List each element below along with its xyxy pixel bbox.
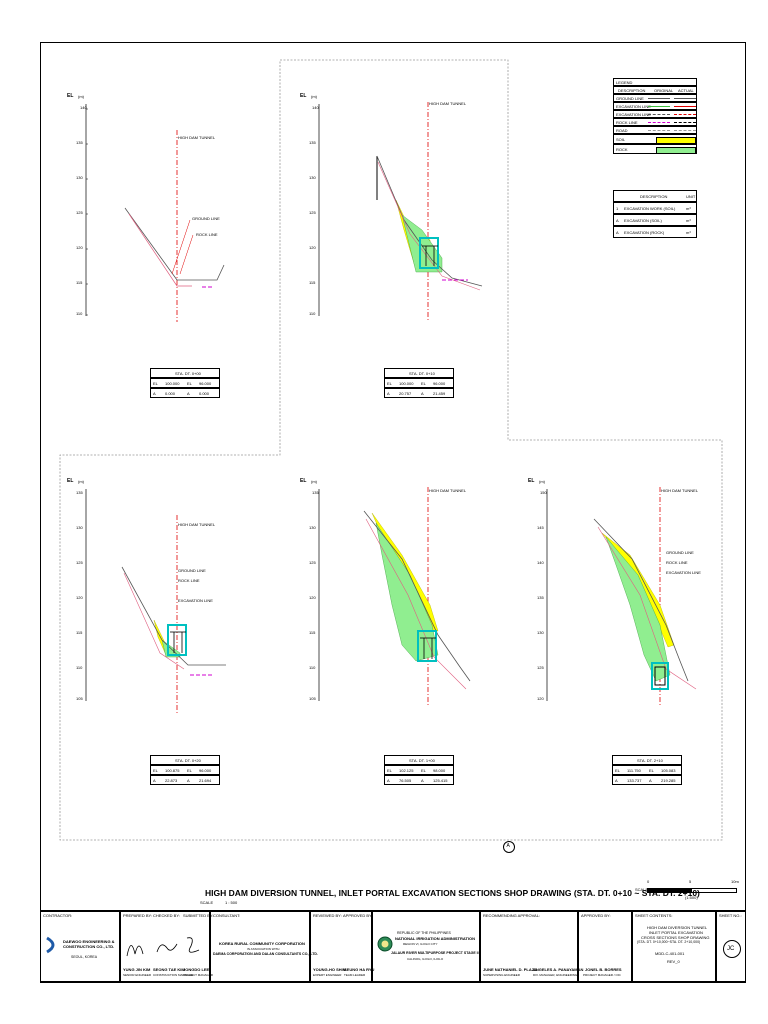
tick-label: 110 — [76, 665, 83, 670]
el-label: EL — [67, 93, 74, 99]
excavation-line-label: EXCAVATION LINE — [666, 570, 701, 575]
tick-label: 125 — [76, 210, 83, 215]
section-1: EL (m) 140 135 130 125 120 115 110 HIGH … — [62, 90, 262, 420]
station-table: STA. DT. 2+10 EL 111.750 EL 105.083 A 133.73… — [612, 755, 682, 785]
tick-label: 110 — [309, 665, 316, 670]
tick-label: 105 — [76, 696, 83, 701]
station-table: STA. DT. 1+00 EL 102.125 EL 98.000 A 76.505 A… — [384, 755, 454, 785]
centerline-label: HIGH DAM TUNNEL — [429, 488, 467, 493]
section-2: EL (m) 140 135 130 125 120 115 110 HIGH … — [292, 90, 502, 420]
quantities-table: DESCRIPTION UNIT 1 EXCAVATION WORK (SOIL) m… — [613, 190, 697, 240]
section-mark: A — [503, 841, 515, 853]
tick-label: 135 — [537, 595, 544, 600]
tick-label: 115 — [76, 630, 83, 635]
tick-label: 130 — [76, 175, 83, 180]
tick-label: 140 — [80, 105, 87, 110]
el-label: EL — [300, 93, 307, 99]
station-table: STA. DT. 0+20 EL 100.875 EL 96.000 A 22.873 A… — [150, 755, 220, 785]
tick-label: 120 — [76, 245, 83, 250]
tick-label: 135 — [309, 140, 316, 145]
tick-label: 115 — [309, 630, 316, 635]
rock-line-label: ROCK LINE — [666, 560, 688, 565]
rock-line-label: ROCK LINE — [178, 578, 200, 583]
section-4: EL (m) 135 130 125 120 115 110 105 HIGH … — [292, 475, 502, 805]
tick-label: 120 — [76, 595, 83, 600]
el-label: EL — [528, 478, 535, 484]
signatures — [126, 937, 200, 957]
tick-label: 105 — [309, 696, 316, 701]
section-1-plot — [85, 104, 225, 322]
scale-bar: SCALE 0 5 10m (1:500) — [635, 879, 739, 900]
centerline-label: HIGH DAM TUNNEL — [178, 135, 216, 140]
section-3-plot — [85, 489, 226, 713]
tick-label: 140 — [537, 560, 544, 565]
scale-label: SCALE — [200, 900, 214, 905]
tick-label: 135 — [76, 490, 83, 495]
el-unit: (m) — [78, 94, 84, 99]
tick-label: 140 — [312, 105, 319, 110]
ground-line-label: GROUND LINE — [192, 216, 220, 221]
station-table: STA. DT. 0+00 EL 100.000 EL 96.000 A 0.000 A 0… — [150, 368, 220, 398]
tick-label: 130 — [76, 525, 83, 530]
section-5: EL (m) 150 145 140 135 130 125 120 HIGH … — [520, 475, 720, 805]
tick-label: 115 — [76, 280, 83, 285]
tick-label: 150 — [540, 490, 547, 495]
daewoo-logo — [46, 936, 55, 954]
tick-label: 135 — [312, 490, 319, 495]
section-5-plot — [546, 487, 697, 707]
tick-label: 130 — [309, 175, 316, 180]
tick-label: 145 — [537, 525, 544, 530]
tick-label: 120 — [537, 696, 544, 701]
centerline-label: HIGH DAM TUNNEL — [429, 101, 467, 106]
tick-label: 125 — [309, 210, 316, 215]
el-label: EL — [300, 478, 307, 484]
scale-value: 1 : 500 — [225, 900, 238, 905]
legend: LEGEND DESCRIPTION ORIGINAL ACTUAL GROUN… — [613, 78, 697, 180]
tick-label: 135 — [76, 140, 83, 145]
tick-label: 125 — [537, 665, 544, 670]
el-unit: (m) — [311, 479, 317, 484]
tick-label: 130 — [537, 630, 544, 635]
section-3: EL (m) 135 130 125 120 115 110 105 HIGH … — [62, 475, 262, 805]
tick-label: 120 — [309, 595, 316, 600]
tick-label: 110 — [76, 311, 83, 316]
el-unit: (m) — [78, 479, 84, 484]
centerline-label: HIGH DAM TUNNEL — [178, 522, 216, 527]
drawing-title: HIGH DAM DIVERSION TUNNEL, INLET PORTAL … — [205, 888, 700, 898]
ground-line-label: GROUND LINE — [178, 568, 206, 573]
tick-label: 125 — [76, 560, 83, 565]
section-2-plot — [318, 102, 483, 322]
ground-line-label: GROUND LINE — [666, 550, 694, 555]
rock-line-label: ROCK LINE — [196, 232, 218, 237]
tick-label: 110 — [309, 311, 316, 316]
section-4-plot — [318, 487, 471, 707]
title-block: CONTRACTOR: DAEWOO ENGINEERING & CONSTRU… — [40, 910, 746, 983]
el-unit: (m) — [311, 94, 317, 99]
centerline-label: HIGH DAM TUNNEL — [661, 488, 699, 493]
nia-seal — [377, 936, 393, 952]
tick-label: 115 — [309, 280, 316, 285]
excavation-line-label: EXCAVATION LINE — [178, 598, 213, 603]
el-unit: (m) — [539, 479, 545, 484]
tick-label: 130 — [309, 525, 316, 530]
el-label: EL — [67, 478, 74, 484]
tick-label: 125 — [309, 560, 316, 565]
drawing-sheet — [40, 42, 746, 982]
station-table: STA. DT. 0+10 EL 100.000 EL 96.000 A 20.757 A… — [384, 368, 454, 398]
tick-label: 120 — [309, 245, 316, 250]
